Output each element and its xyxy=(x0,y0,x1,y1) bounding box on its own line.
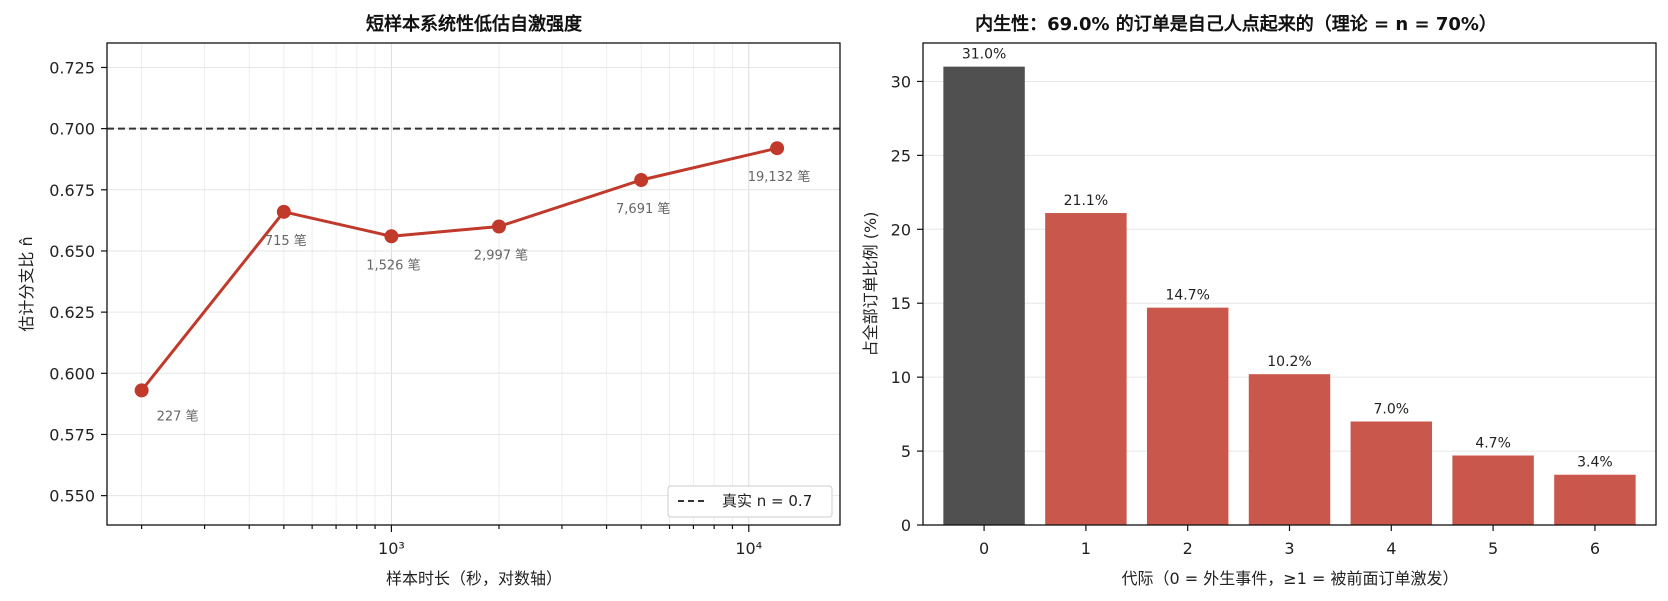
branching-ratio-line xyxy=(140,146,778,392)
y-tick-label: 0.550 xyxy=(49,487,95,506)
y-tick-label: 0.575 xyxy=(49,425,95,444)
data-point xyxy=(384,229,399,244)
left-y-axis-label: 估计分支比 n̂ xyxy=(17,236,36,331)
bar-generation-0 xyxy=(943,66,1025,526)
right-x-ticks: 0 1 2 3 4 5 6 xyxy=(979,525,1600,558)
left-chart: 短样本系统性低估自激强度 227 笔 715 笔 1,526 笔 2,997 笔 7,6… xyxy=(17,13,841,588)
left-chart-title: 短样本系统性低估自激强度 xyxy=(366,13,583,35)
x-tick-label: 10³ xyxy=(378,539,405,558)
bar-value-label: 3.4% xyxy=(1577,455,1613,471)
right-bar-value-labels: 31.0% 21.1% 14.7% 10.2% 7.0% 4.7% 3.4% xyxy=(962,47,1613,471)
sample-count-annotation: 7,691 笔 xyxy=(616,201,670,217)
bar-value-label: 7.0% xyxy=(1374,402,1410,418)
sample-count-annotation: 1,526 笔 xyxy=(366,257,420,273)
data-point xyxy=(276,204,291,219)
bar-generation-1 xyxy=(1045,213,1127,525)
bar-generation-5 xyxy=(1452,455,1534,525)
bar-value-label: 10.2% xyxy=(1267,354,1311,370)
y-tick-label: 0 xyxy=(901,516,911,535)
data-point xyxy=(634,173,649,188)
bar-value-label: 14.7% xyxy=(1165,288,1209,304)
legend-label: 真实 n = 0.7 xyxy=(722,492,812,510)
y-tick-label: 0.625 xyxy=(49,303,95,322)
left-legend: 真实 n = 0.7 xyxy=(667,485,833,518)
data-point xyxy=(491,219,506,234)
y-tick-label: 0.675 xyxy=(49,181,95,200)
left-grid xyxy=(107,43,840,525)
left-series-line xyxy=(140,146,778,392)
x-tick-label: 3 xyxy=(1284,539,1294,558)
legend-box xyxy=(667,485,833,518)
right-chart-title: 内生性：69.0% 的订单是自己人点起来的（理论 = n = 70%） xyxy=(975,13,1497,35)
y-tick-label: 0.650 xyxy=(49,242,95,261)
sample-count-annotation: 715 笔 xyxy=(265,233,307,249)
right-chart: 内生性：69.0% 的订单是自己人点起来的（理论 = n = 70%） 31.0… xyxy=(861,13,1657,588)
y-tick-label: 15 xyxy=(891,294,911,313)
sample-count-annotation: 227 笔 xyxy=(157,408,199,424)
data-point xyxy=(770,141,785,156)
x-tick-label: 6 xyxy=(1590,539,1600,558)
right-y-axis-label: 占全部订单比例 (%) xyxy=(861,212,880,357)
sample-count-annotation: 19,132 笔 xyxy=(748,169,811,185)
x-tick-label: 2 xyxy=(1183,539,1193,558)
y-tick-label: 30 xyxy=(891,72,911,91)
x-tick-label: 10⁴ xyxy=(735,539,762,558)
left-plot-frame xyxy=(106,42,841,526)
y-tick-label: 0.725 xyxy=(49,58,95,77)
y-tick-label: 25 xyxy=(891,146,911,165)
y-tick-label: 0.600 xyxy=(49,364,95,383)
left-points xyxy=(134,141,785,398)
right-x-axis-label: 代际（0 = 外生事件，≥1 = 被前面订单激发） xyxy=(1122,569,1459,588)
x-tick-label: 0 xyxy=(979,539,989,558)
x-tick-label: 4 xyxy=(1386,539,1396,558)
bar-generation-6 xyxy=(1554,474,1636,525)
y-tick-label: 10 xyxy=(891,368,911,387)
right-y-ticks: 0 5 10 15 20 25 30 xyxy=(891,72,923,535)
bar-generation-2 xyxy=(1146,307,1229,525)
data-point xyxy=(134,383,149,398)
sample-count-annotation: 2,997 笔 xyxy=(474,248,528,264)
x-tick-label: 1 xyxy=(1081,539,1091,558)
left-annotations: 227 笔 715 笔 1,526 笔 2,997 笔 7,691 笔 19,132 笔 xyxy=(157,169,811,424)
x-tick-label: 5 xyxy=(1488,539,1498,558)
bar-generation-4 xyxy=(1350,421,1433,525)
y-tick-label: 20 xyxy=(891,220,911,239)
bar-value-label: 4.7% xyxy=(1475,436,1511,452)
left-x-ticks: 10³ 10⁴ xyxy=(141,525,762,558)
bar-generation-3 xyxy=(1248,374,1331,525)
left-y-ticks: 0.550 0.575 0.600 0.625 0.650 0.675 0.700 0.725 xyxy=(49,58,107,506)
y-tick-label: 5 xyxy=(901,442,911,461)
left-x-axis-label: 样本时长（秒，对数轴） xyxy=(386,569,562,588)
bar-value-label: 31.0% xyxy=(962,47,1006,63)
y-tick-label: 0.700 xyxy=(49,120,95,139)
bar-value-label: 21.1% xyxy=(1064,193,1108,209)
right-bars xyxy=(943,66,1636,526)
